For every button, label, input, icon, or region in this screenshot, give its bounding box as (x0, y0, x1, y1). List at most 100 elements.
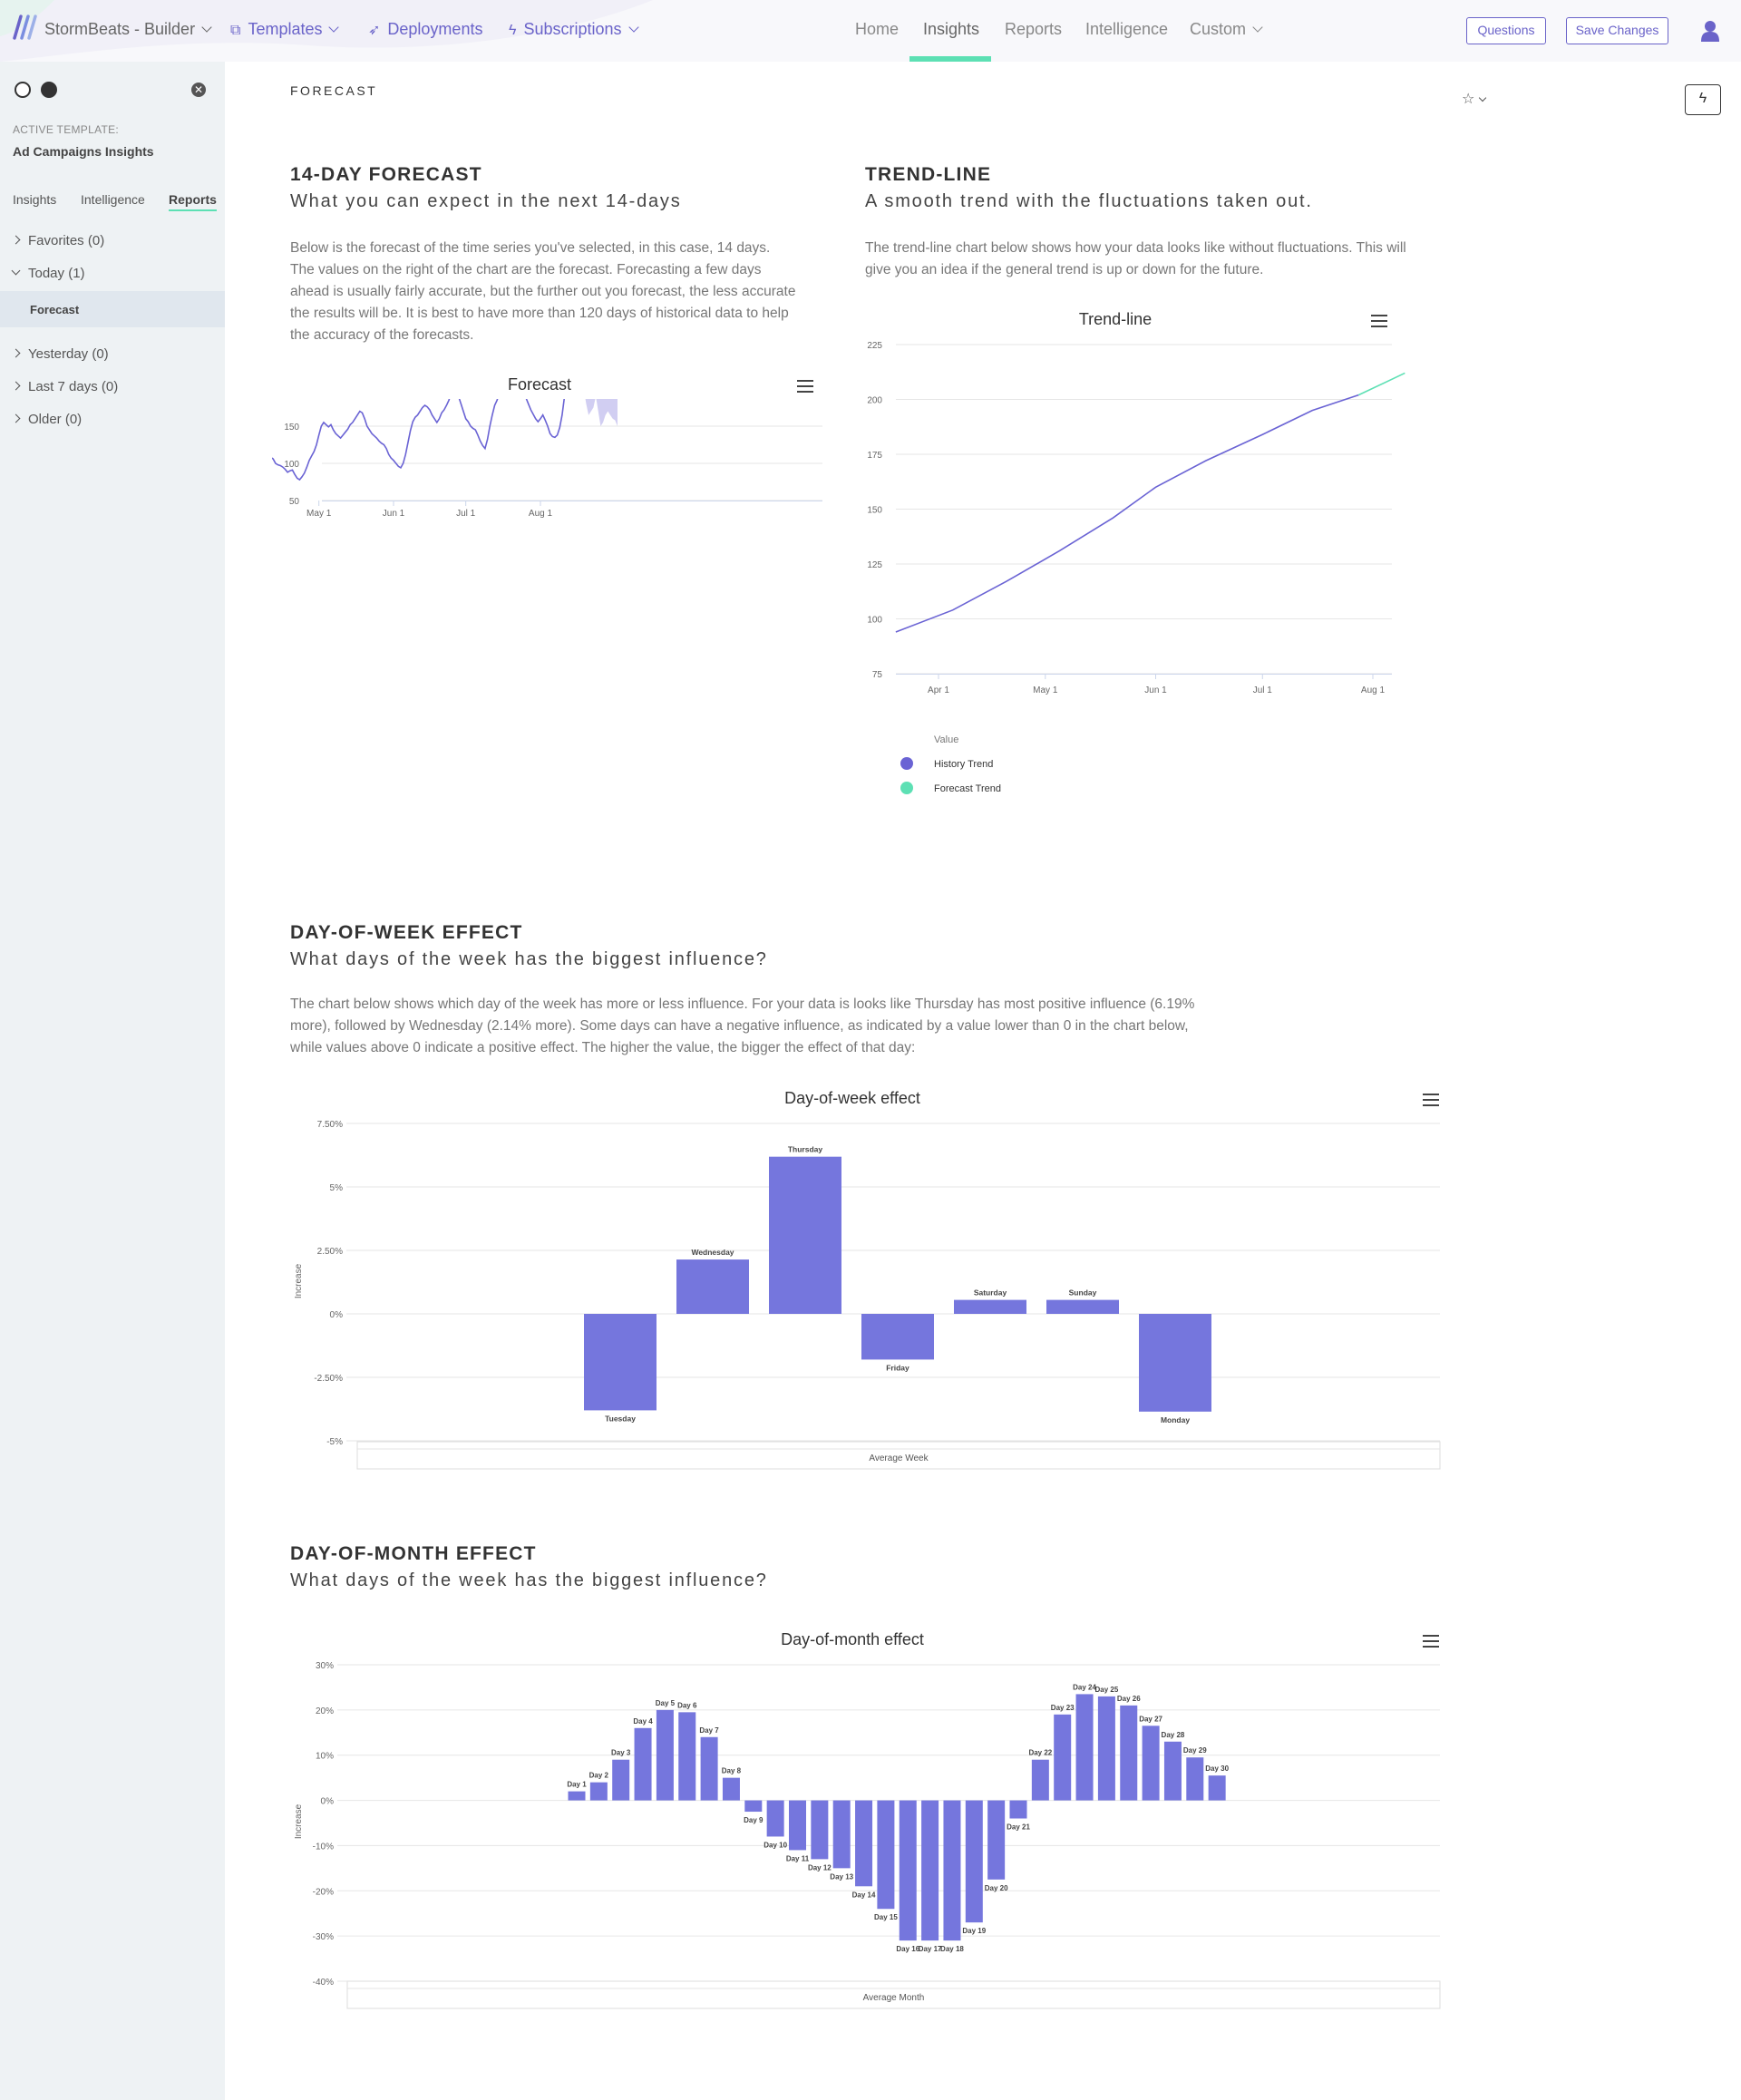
dom-y-tick: -20% (313, 1887, 334, 1897)
close-icon[interactable]: ✕ (191, 83, 206, 97)
light-theme-toggle[interactable] (15, 82, 31, 98)
nav-home[interactable]: Home (855, 20, 900, 38)
dow-y-tick: 0% (330, 1310, 344, 1320)
forecast-x-tick: May 1 (306, 509, 332, 519)
dom-bar (1120, 1705, 1138, 1801)
trend-series-line (895, 394, 1359, 633)
lightning-icon-button[interactable]: ϟ (1685, 84, 1721, 115)
subscriptions-label: Subscriptions (523, 20, 622, 38)
chevron-right-icon (11, 413, 21, 423)
chart-menu-icon[interactable] (1371, 315, 1387, 327)
dom-bar (943, 1800, 961, 1941)
dom-bar (634, 1727, 652, 1801)
dow-paragraph: The chart below shows which day of the w… (290, 997, 1195, 1055)
dom-bar (1054, 1714, 1072, 1801)
forecast-heading: 14-DAY FORECAST (290, 164, 482, 185)
dow-bar-label: Saturday (974, 1288, 1007, 1298)
sidebar-item-yesterday[interactable]: Yesterday (0) (11, 346, 109, 362)
dom-bar-label: Day 16 (896, 1945, 919, 1953)
chart-menu-icon[interactable] (797, 380, 813, 393)
forecast-x-tick: Aug 1 (529, 509, 553, 519)
dom-bar-label: Day 26 (1117, 1695, 1141, 1703)
dow-subheading: What days of the week has the biggest in… (290, 949, 768, 969)
dom-bar (1075, 1694, 1094, 1801)
dom-bar (700, 1736, 718, 1801)
dow-bar (1139, 1314, 1211, 1412)
dom-bar (877, 1800, 895, 1910)
questions-button[interactable]: Questions (1466, 17, 1546, 44)
save-changes-button[interactable]: Save Changes (1566, 17, 1668, 44)
nav-intelligence[interactable]: Intelligence (1085, 20, 1169, 38)
trend-y-tick: 75 (872, 670, 883, 680)
user-icon[interactable] (1701, 20, 1719, 42)
dom-bar (965, 1800, 983, 1923)
sidebar-tab-intelligence[interactable]: Intelligence (81, 192, 145, 207)
templates-label: Templates (248, 20, 323, 38)
page-title: FORECAST (290, 83, 378, 98)
sidebar-item-favorites[interactable]: Favorites (0) (11, 233, 104, 248)
dom-chart: 30% 20% 10% 0% -10% -20% -30% -40% Increase Avera… (294, 1661, 1441, 2009)
dom-bar-label: Day 18 (940, 1945, 964, 1953)
nav-insights[interactable]: Insights (923, 20, 980, 38)
sidebar-tab-insights[interactable]: Insights (13, 192, 57, 207)
dom-bar-label: Day 11 (786, 1854, 810, 1862)
dom-bar (656, 1709, 674, 1801)
trend-chart: 75 100 125 150 175 200 225 Apr 1 May 1 Jun 1 Jul 1… (867, 341, 1405, 794)
brand-name[interactable]: StormBeats - Builder (44, 20, 212, 39)
sidebar-item-forecast[interactable]: Forecast (30, 303, 80, 316)
dom-bar (1142, 1726, 1160, 1801)
dom-bar-label: Day 15 (874, 1913, 898, 1921)
nav-reports[interactable]: Reports (1005, 20, 1063, 38)
favorite-star-icon[interactable]: ☆ (1462, 90, 1487, 108)
sidebar-item-last-7-days[interactable]: Last 7 days (0) (11, 379, 118, 394)
dow-bar (954, 1299, 1026, 1314)
dom-bar-label: Day 17 (919, 1945, 942, 1953)
dow-y-tick: -2.50% (314, 1374, 343, 1384)
dow-bar-label: Wednesday (691, 1248, 734, 1257)
brand-logo-icon[interactable] (13, 15, 42, 40)
dom-bar (589, 1782, 608, 1801)
dark-theme-toggle[interactable] (41, 82, 57, 98)
nav-custom[interactable]: Custom (1190, 20, 1263, 39)
sidebar-tab-reports[interactable]: Reports (169, 192, 217, 211)
sidebar-item-older[interactable]: Older (0) (11, 412, 83, 427)
chevron-down-icon (11, 266, 21, 276)
templates-icon: ⧉ (230, 23, 241, 38)
chevron-right-icon (11, 348, 21, 358)
forecast-paragraph: Below is the forecast of the time series… (290, 240, 796, 343)
forecast-chart-title: Forecast (507, 375, 572, 394)
forecast-y-tick: 100 (284, 460, 299, 470)
chart-menu-icon[interactable] (1423, 1635, 1439, 1648)
deployments-menu[interactable]: ➶ Deployments (368, 20, 482, 39)
sidebar-item-label: Older (0) (28, 412, 83, 427)
dom-bar-label: Day 14 (852, 1891, 876, 1899)
active-template-name: Ad Campaigns Insights (13, 144, 154, 159)
trend-y-tick: 225 (867, 341, 882, 351)
dow-bar-label: Friday (886, 1363, 909, 1372)
chart-menu-icon[interactable] (1423, 1094, 1439, 1106)
dom-y-tick: 10% (316, 1752, 334, 1762)
sidebar-item-label: Today (1) (28, 266, 85, 281)
sidebar-item-today[interactable]: Today (1) (11, 266, 85, 281)
dom-bar-label: Day 7 (699, 1726, 719, 1735)
dom-bar-label: Day 9 (744, 1816, 764, 1824)
subscriptions-menu[interactable]: ϟ Subscriptions (509, 20, 639, 39)
forecast-y-tick: 50 (289, 497, 300, 507)
dom-bar (722, 1777, 740, 1801)
deployments-label: Deployments (387, 20, 483, 38)
dow-bar (769, 1156, 841, 1314)
templates-menu[interactable]: ⧉ Templates (230, 20, 340, 39)
chevron-down-icon (201, 22, 212, 33)
dow-bar-label: Monday (1161, 1415, 1190, 1424)
dom-bar (568, 1791, 586, 1801)
dom-bar-label: Day 13 (830, 1872, 853, 1881)
trend-heading: TREND-LINE (865, 164, 992, 185)
dow-heading: DAY-OF-WEEK EFFECT (290, 922, 523, 943)
dom-heading: DAY-OF-MONTH EFFECT (290, 1543, 537, 1564)
dow-bar (1046, 1299, 1119, 1314)
dom-bar (1097, 1696, 1115, 1801)
trend-legend-label: Forecast Trend (934, 783, 1001, 794)
sidebar-selected-row[interactable] (0, 291, 225, 327)
dom-y-axis-label: Increase (294, 1803, 304, 1839)
dom-bar (811, 1800, 829, 1860)
